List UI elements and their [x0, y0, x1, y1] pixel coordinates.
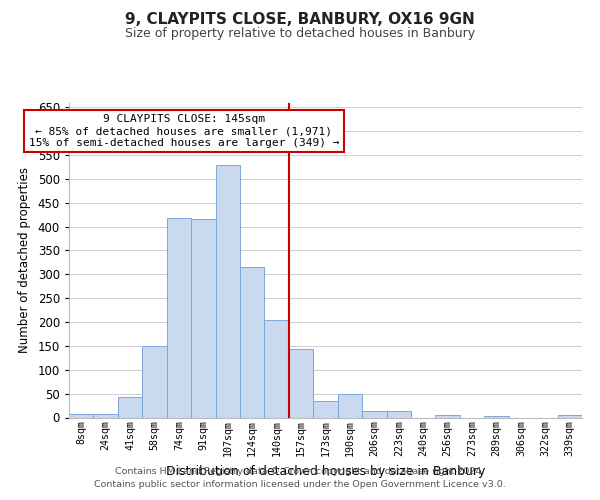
Bar [557, 415, 582, 418]
Bar [362, 411, 386, 418]
Bar [436, 415, 460, 418]
Text: 9, CLAYPITS CLOSE, BANBURY, OX16 9GN: 9, CLAYPITS CLOSE, BANBURY, OX16 9GN [125, 12, 475, 28]
Bar [386, 411, 411, 418]
Bar [167, 218, 191, 418]
Text: Contains public sector information licensed under the Open Government Licence v3: Contains public sector information licen… [94, 480, 506, 489]
Text: 9 CLAYPITS CLOSE: 145sqm
← 85% of detached houses are smaller (1,971)
15% of sem: 9 CLAYPITS CLOSE: 145sqm ← 85% of detach… [29, 114, 339, 148]
Bar [94, 414, 118, 418]
Text: Contains HM Land Registry data © Crown copyright and database right 2024.: Contains HM Land Registry data © Crown c… [115, 467, 485, 476]
Bar [240, 267, 265, 418]
Bar [265, 320, 289, 418]
Bar [118, 396, 142, 417]
Bar [215, 164, 240, 418]
Bar [289, 349, 313, 418]
Bar [338, 394, 362, 417]
Bar [142, 346, 167, 418]
Bar [484, 416, 509, 418]
Text: Size of property relative to detached houses in Banbury: Size of property relative to detached ho… [125, 28, 475, 40]
Bar [313, 401, 338, 417]
Bar [191, 219, 215, 418]
Y-axis label: Number of detached properties: Number of detached properties [18, 167, 31, 353]
Bar [69, 414, 94, 418]
X-axis label: Distribution of detached houses by size in Banbury: Distribution of detached houses by size … [166, 464, 485, 477]
